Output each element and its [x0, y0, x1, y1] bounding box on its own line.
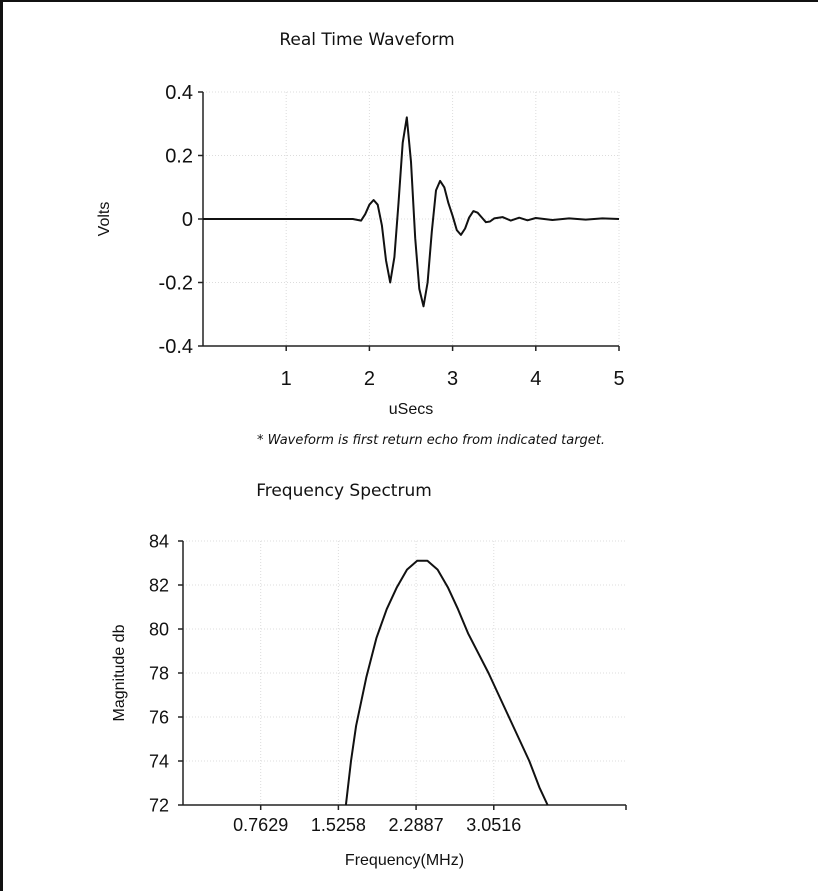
spectrum-y-tick-label: 82 [149, 575, 169, 595]
waveform-y-axis-label: Volts [96, 202, 113, 237]
spectrum-x-tick-label: 2.2887 [389, 815, 444, 835]
spectrum-y-tick-label: 80 [149, 619, 169, 639]
spectrum-y-tick-label: 72 [149, 795, 169, 815]
spectrum-y-tick-label: 84 [149, 531, 169, 551]
waveform-footnote: * Waveform is first return echo from ind… [257, 433, 605, 448]
spectrum-x-tick-label: 1.5258 [311, 815, 366, 835]
spectrum-series-line [344, 559, 549, 806]
spectrum-x-axis-label: Frequency(MHz) [345, 852, 464, 869]
spectrum-y-tick-label: 74 [149, 751, 169, 771]
waveform-x-tick-label: 5 [613, 368, 624, 390]
waveform-x-axis-label: uSecs [389, 401, 433, 418]
waveform-x-tick-label: 3 [447, 368, 458, 390]
spectrum-y-tick-label: 78 [149, 663, 169, 683]
waveform-y-tick-label: 0 [182, 209, 193, 231]
waveform-chart-title: Real Time Waveform [279, 30, 454, 50]
spectrum-chart-title: Frequency Spectrum [256, 481, 432, 501]
waveform-series-line [203, 116, 620, 308]
waveform-x-tick-label: 4 [530, 368, 541, 390]
charts-canvas: Real Time Waveform 0.4 0.2 0 -0.2 -0.4 1 2 3 4 5 uS… [96, 30, 627, 869]
waveform-y-tick-label: 0.4 [165, 82, 193, 104]
spectrum-y-axis-label: Magnitude db [111, 624, 128, 721]
waveform-y-tick-label: -0.4 [159, 336, 193, 358]
waveform-y-tick-label: 0.2 [165, 146, 193, 168]
waveform-x-tick-label: 2 [364, 368, 375, 390]
spectrum-y-tick-label: 76 [149, 707, 169, 727]
waveform-y-tick-label: -0.2 [159, 273, 193, 295]
spectrum-x-tick-label: 3.0516 [466, 815, 521, 835]
spectrum-x-tick-label: 0.7629 [233, 815, 288, 835]
waveform-x-tick-label: 1 [281, 368, 292, 390]
